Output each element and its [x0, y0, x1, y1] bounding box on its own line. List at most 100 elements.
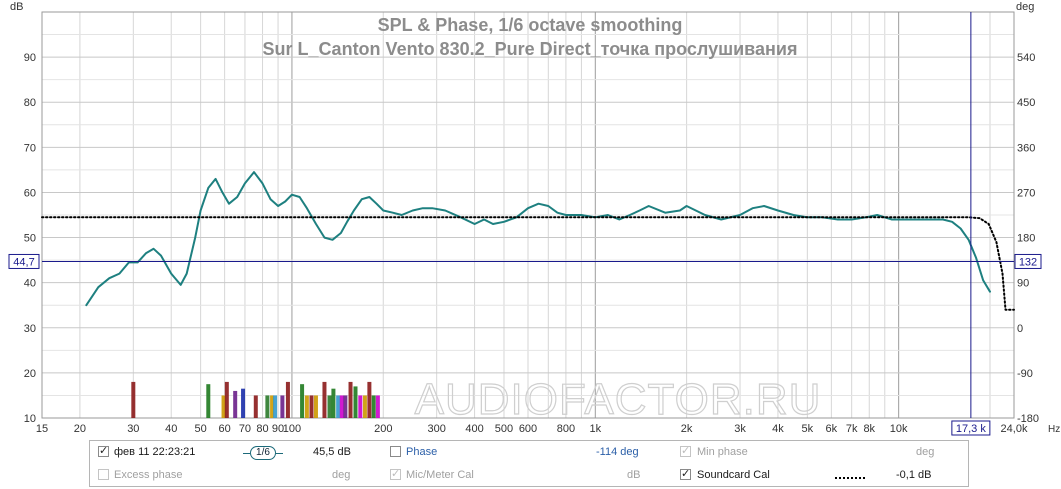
chart-series: [41, 171, 1015, 311]
bar-marker: [375, 395, 380, 418]
legend-panel: фев 11 22:23:21 1/6 45,5 dB Phase -114 d…: [89, 440, 969, 487]
plot-frame: [41, 11, 1015, 419]
bar-marker: [327, 395, 332, 418]
cursor-x-label: 17,3 k: [956, 423, 986, 435]
spl-value: 45,5 dB: [313, 446, 351, 458]
measurement-checkbox[interactable]: [98, 444, 109, 457]
y-tick-label-right: -180: [1017, 413, 1039, 425]
x-tick-label: 30: [127, 423, 139, 435]
x-tick-label: 15: [36, 423, 48, 435]
x-axis-label: Hz: [1048, 424, 1060, 435]
x-tick-label: 90: [272, 423, 284, 435]
mic-cal-unit: dB: [627, 469, 641, 481]
x-tick-label: 400: [465, 423, 483, 435]
bar-marker: [313, 395, 318, 418]
y-tick-label-left: 30: [24, 323, 36, 335]
y-tick-label-right: 540: [1017, 52, 1035, 64]
spl-phase-chart[interactable]: 10 20 30 40 50 60 70 80 90 -180 -90 0 90 180 270 360 45…: [0, 0, 1061, 440]
bar-marker: [358, 395, 363, 418]
bar-marker: [371, 395, 376, 418]
y-tick-label-right: 360: [1017, 142, 1035, 154]
cursor-y-label-box: [8, 253, 40, 269]
bar-marker: [280, 395, 285, 418]
smoothing-indicator[interactable]: 1/6: [243, 446, 283, 460]
measurement-label: фев 11 22:23:21: [114, 446, 196, 458]
y-tick-label-right: 270: [1017, 187, 1035, 199]
bar-marker: [131, 381, 136, 418]
bar-markers: [131, 381, 380, 418]
mic-cal-checkbox[interactable]: [390, 467, 401, 480]
y-axis-left-ticks: 10 20 30 40 50 60 70 80 90: [24, 52, 36, 425]
soundcard-cal-line-swatch: [835, 477, 865, 479]
x-tick-label: 6k: [826, 423, 838, 435]
bar-marker: [224, 381, 229, 418]
min-phase-checkbox[interactable]: [680, 444, 691, 457]
y-tick-label-left: 40: [24, 278, 36, 290]
bar-marker: [285, 381, 290, 418]
mic-cal-label: Mic/Meter Cal: [406, 469, 474, 481]
min-phase-label: Min phase: [697, 446, 748, 458]
soundcard-cal-checkbox[interactable]: [680, 467, 691, 480]
cursor[interactable]: 44,7 132 17,3 k: [8, 12, 1042, 436]
y-axis-left-label: dB: [10, 1, 23, 13]
bar-marker: [253, 395, 258, 418]
y-tick-label-left: 70: [24, 142, 36, 154]
bar-marker: [221, 395, 226, 418]
x-tick-label: 80: [256, 423, 268, 435]
x-tick-label: 600: [519, 423, 537, 435]
bar-marker: [233, 390, 238, 418]
bar-marker: [322, 381, 327, 418]
bar-marker: [353, 386, 358, 418]
cursor-deg-label: 132: [1019, 256, 1037, 268]
soundcard-cal-series-line: [41, 216, 1015, 311]
y-tick-label-left: 60: [24, 187, 36, 199]
smoothing-value: 1/6: [256, 447, 270, 458]
y-tick-label-right: 180: [1017, 233, 1035, 245]
x-tick-label: 60: [219, 423, 231, 435]
bar-marker: [367, 381, 372, 418]
x-tick-label: 200: [374, 423, 392, 435]
x-tick-label: 4k: [772, 423, 784, 435]
x-tick-label: 24,0k: [1001, 423, 1028, 435]
y-tick-label-right: 90: [1017, 278, 1029, 290]
watermark: AUDIOFACTOR.RU: [415, 375, 822, 424]
bar-marker: [206, 384, 211, 418]
x-tick-label: 7k: [846, 423, 858, 435]
bar-marker: [336, 395, 341, 418]
bar-marker: [265, 395, 270, 418]
bar-marker: [362, 395, 367, 418]
phase-value: -114 deg: [596, 446, 639, 458]
x-tick-label: 1k: [589, 423, 601, 435]
excess-phase-checkbox[interactable]: [98, 469, 109, 480]
chart-background: [0, 0, 1061, 440]
cursor-x-label-box: [951, 420, 991, 436]
y-tick-label-left: 90: [24, 52, 36, 64]
x-tick-label: 100: [283, 423, 301, 435]
bar-marker: [309, 395, 314, 418]
x-tick-label: 500: [495, 423, 513, 435]
soundcard-cal-label: Soundcard Cal: [697, 469, 770, 481]
y-tick-label-right: 450: [1017, 97, 1035, 109]
excess-phase-label: Excess phase: [114, 469, 183, 481]
x-tick-label: 800: [557, 423, 575, 435]
x-tick-label: 70: [239, 423, 251, 435]
bar-marker: [343, 395, 348, 418]
cursor-y-label: 44,7: [13, 256, 34, 268]
bar-marker: [339, 395, 344, 418]
y-axis-right-ticks: -180 -90 0 90 180 270 360 450 540: [1017, 52, 1039, 425]
cursor-deg-label-box: [1014, 253, 1042, 269]
x-tick-label: 50: [194, 423, 206, 435]
x-tick-label: 5k: [802, 423, 814, 435]
y-tick-label-left: 80: [24, 97, 36, 109]
y-tick-label-left: 20: [24, 368, 36, 380]
y-tick-label-right: -90: [1017, 368, 1033, 380]
phase-checkbox[interactable]: [390, 446, 401, 457]
phase-label: Phase: [406, 446, 438, 458]
excess-phase-unit: deg: [332, 469, 351, 481]
x-tick-label: 3k: [734, 423, 746, 435]
bar-marker: [241, 388, 246, 418]
x-tick-label: 300: [428, 423, 446, 435]
bar-marker: [270, 395, 275, 418]
bar-marker: [300, 384, 305, 418]
